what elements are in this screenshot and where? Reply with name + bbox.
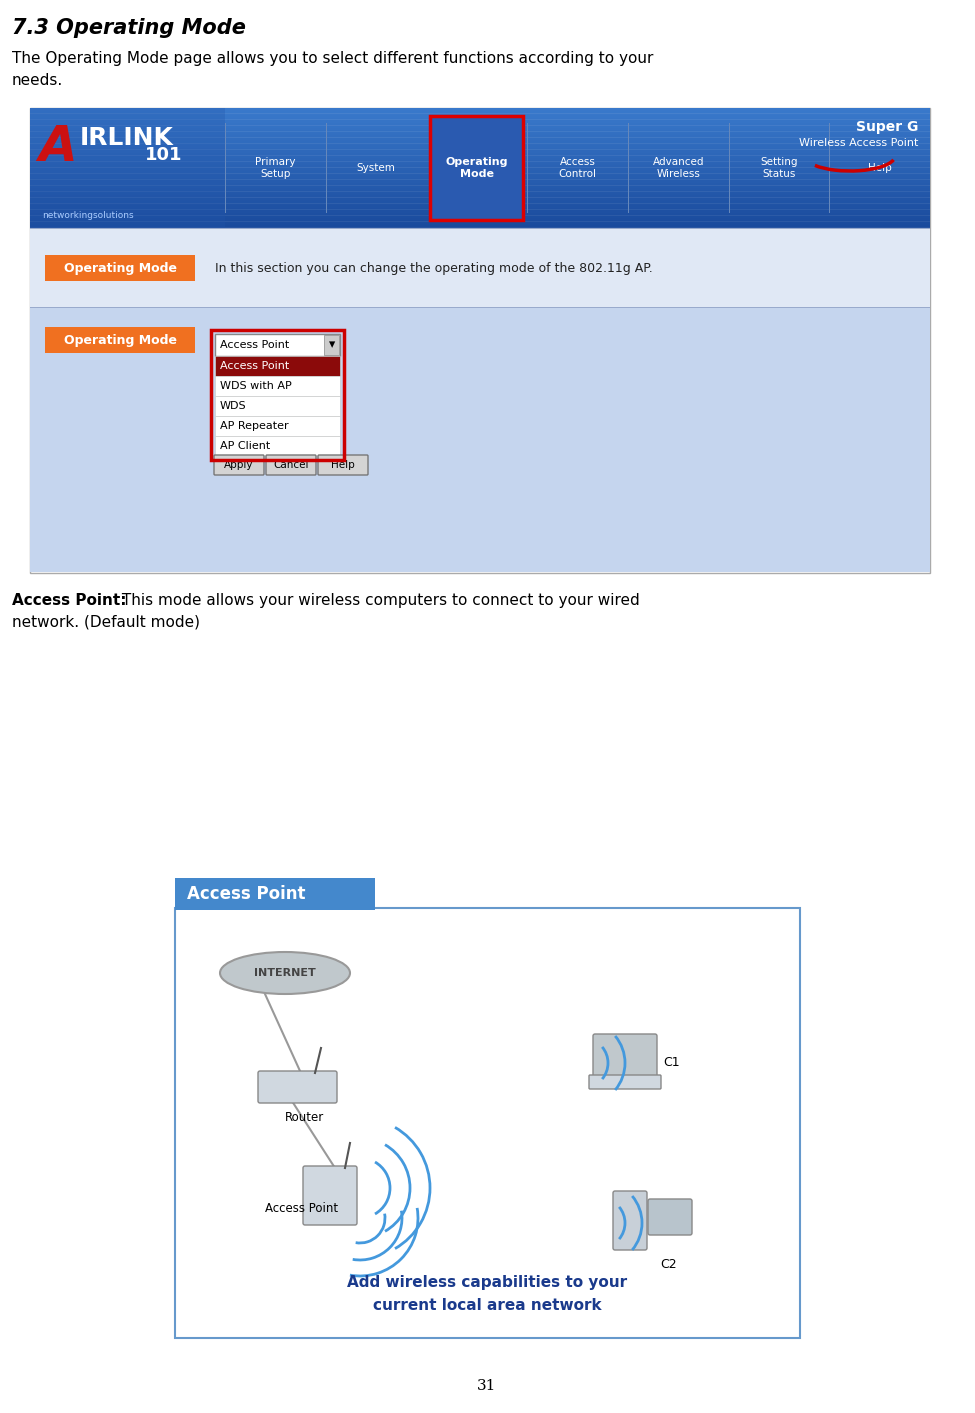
Ellipse shape	[220, 952, 350, 993]
FancyBboxPatch shape	[303, 1166, 357, 1225]
Text: Wireless Access Point: Wireless Access Point	[799, 138, 918, 148]
FancyBboxPatch shape	[613, 1191, 647, 1251]
FancyBboxPatch shape	[648, 1200, 692, 1235]
Bar	[215, 437, 340, 456]
FancyBboxPatch shape	[318, 455, 368, 475]
Text: AP Client: AP Client	[220, 441, 270, 451]
Text: Access Point: Access Point	[220, 360, 290, 372]
Bar	[45, 326, 195, 353]
Text: C1: C1	[663, 1057, 680, 1070]
Text: This mode allows your wireless computers to connect to your wired: This mode allows your wireless computers…	[117, 593, 640, 608]
Bar	[215, 376, 340, 396]
Text: Cancel: Cancel	[273, 461, 309, 471]
Text: AP Repeater: AP Repeater	[220, 421, 289, 431]
Text: System: System	[357, 162, 396, 172]
Text: 101: 101	[145, 146, 182, 164]
Bar	[527, 123, 528, 213]
FancyBboxPatch shape	[589, 1075, 661, 1089]
Text: Help: Help	[332, 461, 355, 471]
Bar	[225, 123, 226, 213]
Text: needs.: needs.	[12, 73, 63, 88]
Text: networkingsolutions: networkingsolutions	[42, 211, 134, 220]
Text: Access Point: Access Point	[265, 1201, 338, 1215]
Text: Primary
Setup: Primary Setup	[255, 157, 295, 179]
Bar	[215, 415, 340, 437]
Text: Help: Help	[868, 162, 891, 172]
Bar	[215, 396, 340, 415]
Bar	[628, 123, 629, 213]
Text: The Operating Mode page allows you to select different functions according to yo: The Operating Mode page allows you to se…	[12, 51, 653, 66]
Text: In this section you can change the operating mode of the 802.11g AP.: In this section you can change the opera…	[215, 261, 652, 274]
Bar	[326, 123, 327, 213]
Text: Setting
Status: Setting Status	[760, 157, 798, 179]
Text: ▾: ▾	[329, 339, 335, 352]
Text: IRLINK: IRLINK	[80, 126, 174, 150]
Text: Access Point: Access Point	[220, 341, 290, 350]
Text: WDS with AP: WDS with AP	[220, 382, 292, 391]
Bar	[30, 227, 930, 308]
Text: Advanced
Wireless: Advanced Wireless	[652, 157, 704, 179]
Bar	[175, 909, 800, 1338]
Text: Apply: Apply	[224, 461, 254, 471]
Bar	[324, 335, 339, 355]
Text: Access Point:: Access Point:	[12, 593, 127, 608]
Text: 7.3 Operating Mode: 7.3 Operating Mode	[12, 18, 246, 38]
FancyBboxPatch shape	[258, 1071, 337, 1104]
Bar	[830, 123, 831, 213]
Text: current local area network: current local area network	[373, 1299, 602, 1314]
Bar	[430, 116, 524, 220]
Bar	[30, 107, 930, 574]
Text: 31: 31	[478, 1379, 496, 1393]
Bar	[728, 123, 729, 213]
Text: Operating Mode: Operating Mode	[63, 261, 176, 274]
Text: Operating
Mode: Operating Mode	[446, 157, 508, 179]
Bar	[30, 308, 930, 572]
Text: Operating Mode: Operating Mode	[63, 333, 176, 346]
Text: WDS: WDS	[220, 401, 247, 411]
Text: network. (Default mode): network. (Default mode)	[12, 615, 200, 629]
Bar	[211, 331, 344, 461]
Text: Router: Router	[285, 1111, 325, 1123]
Bar	[175, 877, 375, 910]
Bar	[45, 254, 195, 281]
FancyBboxPatch shape	[593, 1034, 657, 1080]
Text: A: A	[38, 123, 77, 171]
FancyBboxPatch shape	[266, 455, 316, 475]
Text: Access Point: Access Point	[187, 885, 305, 903]
Text: Access
Control: Access Control	[559, 157, 597, 179]
Text: INTERNET: INTERNET	[254, 968, 316, 978]
Text: C2: C2	[660, 1258, 677, 1272]
FancyBboxPatch shape	[214, 455, 264, 475]
Text: Add wireless capabilities to your: Add wireless capabilities to your	[347, 1276, 628, 1290]
Text: Super G: Super G	[856, 120, 918, 134]
Bar	[215, 333, 340, 356]
Bar	[30, 107, 225, 227]
Bar	[215, 356, 340, 376]
